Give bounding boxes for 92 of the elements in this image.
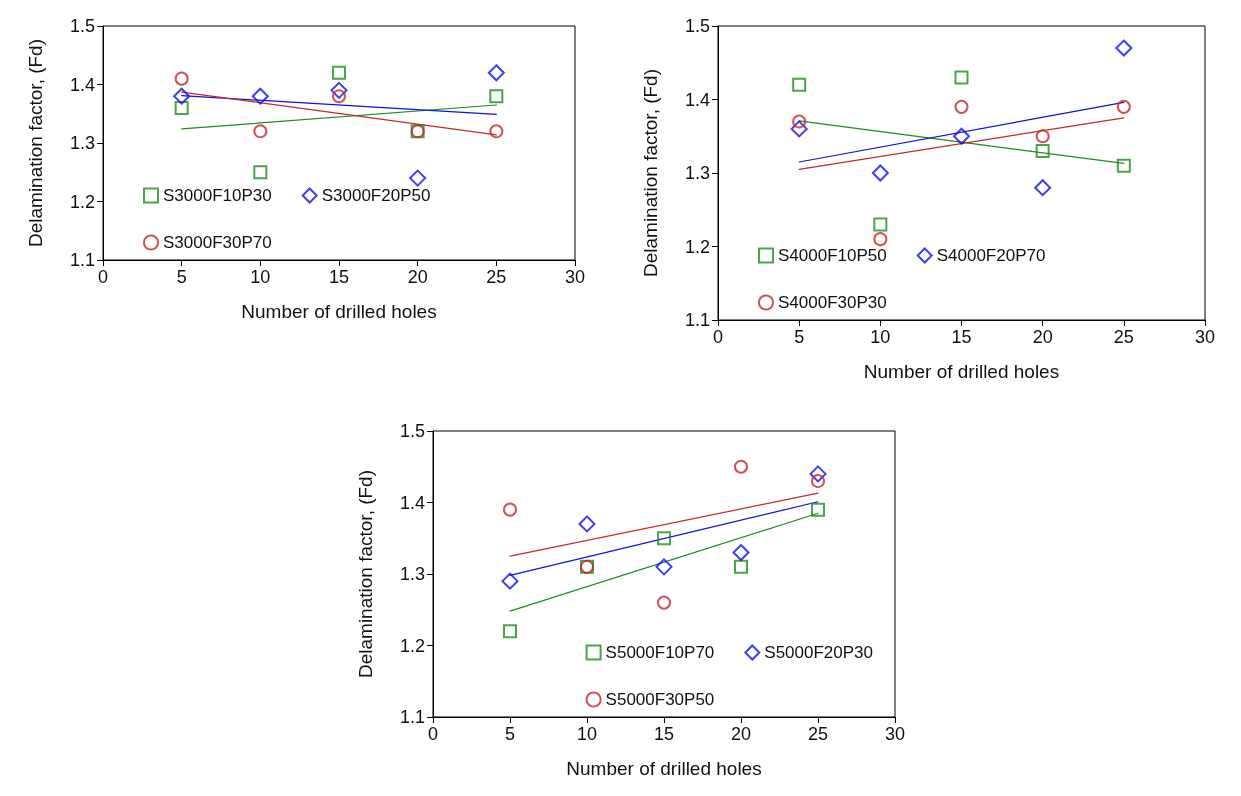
x-axis-title: Number of drilled holes (241, 301, 437, 322)
point (657, 595, 671, 610)
x-tick-label: 15 (951, 327, 972, 347)
x-tick-label: 15 (653, 724, 675, 744)
x-tick-label: 10 (576, 724, 598, 744)
y-tick-label: 1.5 (399, 421, 425, 441)
x-tick-label: 20 (407, 267, 428, 287)
legend-label: S3000F10P30 (163, 186, 272, 205)
point (173, 87, 191, 105)
point (732, 544, 750, 562)
point (873, 217, 888, 232)
point (251, 87, 269, 105)
point (811, 474, 825, 489)
x-tick-label: 30 (884, 724, 906, 744)
x-tick-label: 30 (564, 267, 586, 287)
point (734, 559, 748, 574)
y-tick-label: 1.5 (684, 16, 710, 36)
point (503, 624, 517, 639)
point (501, 572, 519, 590)
legend-label: S5000F10P70 (605, 643, 715, 662)
y-tick-label: 1.3 (684, 163, 710, 183)
point (790, 120, 808, 138)
point (792, 114, 807, 129)
point (1034, 179, 1052, 197)
y-tick-label: 1.4 (69, 74, 95, 95)
x-axis-title: Number of drilled holes (863, 361, 1060, 382)
y-tick-label: 1.3 (399, 564, 425, 584)
point (503, 502, 517, 517)
point (655, 558, 673, 576)
y-tick-label: 1.1 (399, 707, 425, 727)
x-tick-label: 30 (1194, 327, 1216, 347)
y-tick-label: 1.2 (399, 635, 425, 656)
point (487, 64, 505, 82)
point (332, 65, 346, 80)
x-tick-label: 5 (504, 724, 516, 744)
y-axis-title: Delamination factor, (Fd) (640, 68, 661, 278)
point (871, 164, 889, 182)
legend-label: S4000F20P70 (936, 246, 1046, 265)
y-tick-label: 1.3 (69, 133, 95, 153)
x-tick-label: 0 (97, 267, 109, 287)
point (809, 465, 827, 483)
point (1115, 39, 1133, 57)
point (811, 502, 825, 517)
legend-label: S4000F30P30 (778, 293, 887, 312)
point (1116, 158, 1131, 173)
point (657, 531, 671, 546)
legend-label: S3000F30P70 (163, 233, 272, 252)
point (332, 89, 346, 104)
legend-label: S5000F20P30 (764, 643, 873, 662)
point (174, 100, 189, 115)
x-tick-label: 10 (870, 327, 891, 347)
legend-label: S5000F30P50 (605, 690, 715, 709)
legend-label: S4000F10P50 (778, 246, 887, 265)
point (253, 124, 268, 139)
point (1116, 99, 1131, 114)
y-tick-label: 1.2 (69, 191, 95, 212)
y-tick-label: 1.2 (684, 236, 710, 257)
y-axis-title: Delamination factor, (Fd) (25, 38, 46, 248)
y-tick-label: 1.4 (684, 89, 710, 110)
point (409, 169, 427, 187)
x-tick-label: 25 (807, 724, 829, 744)
y-axis-title: Delamination factor, (Fd) (355, 469, 376, 679)
point (873, 232, 888, 247)
point (1035, 129, 1050, 144)
point (330, 81, 348, 99)
x-tick-label: 0 (427, 724, 439, 744)
point (954, 70, 969, 85)
x-tick-label: 0 (712, 327, 724, 347)
point (489, 89, 504, 104)
y-tick-label: 1.1 (69, 250, 95, 270)
point (489, 124, 504, 139)
x-tick-label: 25 (486, 267, 507, 287)
point (174, 71, 189, 86)
point (953, 127, 970, 145)
x-axis-title: Number of drilled holes (566, 758, 762, 779)
x-tick-label: 5 (176, 267, 187, 287)
y-tick-label: 1.4 (399, 492, 425, 513)
x-tick-label: 20 (1032, 327, 1053, 347)
x-tick-label: 20 (730, 724, 752, 744)
point (954, 99, 969, 114)
x-tick-label: 25 (1113, 327, 1134, 347)
y-tick-label: 1.5 (69, 16, 95, 36)
y-tick-label: 1.1 (684, 310, 710, 330)
x-tick-label: 10 (250, 267, 271, 287)
x-tick-label: 5 (794, 327, 805, 347)
point (1035, 143, 1050, 158)
legend-label: S3000F20P50 (321, 186, 431, 205)
point (792, 77, 807, 92)
x-tick-label: 15 (328, 267, 350, 287)
point (578, 515, 596, 533)
point (734, 459, 748, 474)
point (253, 165, 268, 180)
